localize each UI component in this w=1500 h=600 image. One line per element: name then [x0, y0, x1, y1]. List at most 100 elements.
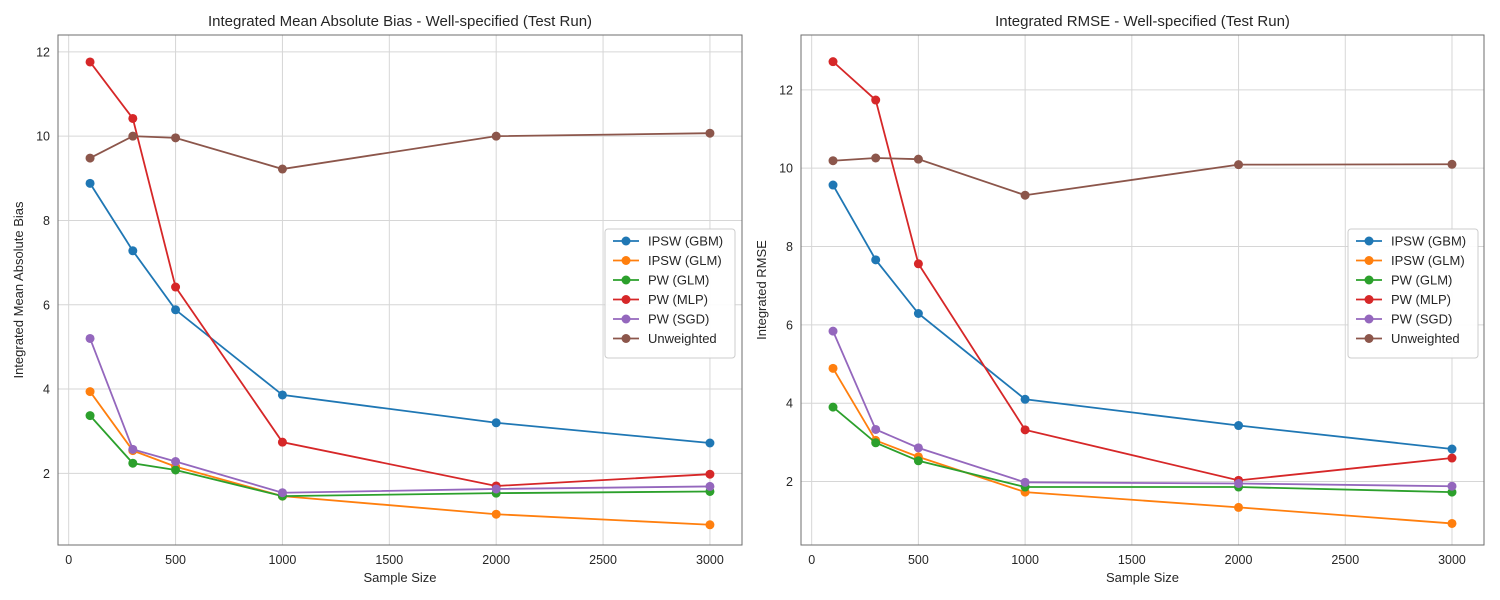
- data-point: [491, 484, 501, 494]
- legend-label: PW (GLM): [648, 273, 709, 288]
- series-line: [89, 61, 710, 487]
- data-point: [1447, 453, 1457, 463]
- y-tick-label: 2: [786, 475, 793, 489]
- data-point: [1234, 479, 1244, 489]
- data-point: [277, 390, 287, 400]
- data-point: [171, 465, 181, 475]
- data-point: [491, 418, 501, 428]
- legend-swatch-marker: [621, 334, 631, 343]
- data-point: [913, 456, 923, 466]
- data-point: [1447, 159, 1457, 169]
- legend-label: IPSW (GLM): [648, 253, 722, 268]
- data-point: [913, 309, 923, 319]
- data-point: [277, 437, 287, 447]
- series-line: [89, 132, 710, 170]
- data-point: [128, 458, 138, 468]
- data-point: [128, 113, 138, 123]
- legend-swatch-marker: [1364, 314, 1374, 324]
- legend-swatch-marker: [621, 295, 631, 304]
- chart-title: Integrated Mean Absolute Bias - Well-spe…: [208, 13, 592, 30]
- x-tick-label: 2000: [482, 553, 510, 567]
- x-tick-label: 3000: [1438, 553, 1466, 567]
- chart-panel-2: 0 500 1000 1500 2000 2500 3000 2 4 6 8 10 12 Integrat…: [754, 13, 1485, 585]
- data-point: [705, 128, 715, 138]
- data-point: [1447, 444, 1457, 454]
- data-point: [828, 156, 838, 166]
- data-point: [128, 246, 138, 256]
- y-tick-label: 2: [43, 467, 50, 481]
- x-tick-label: 1000: [1011, 553, 1039, 567]
- x-tick-label: 0: [65, 553, 72, 567]
- data-point: [705, 438, 715, 448]
- legend-label: IPSW (GBM): [648, 234, 723, 249]
- legend-label: Unweighted: [648, 331, 717, 346]
- y-tick-label: 10: [36, 130, 50, 144]
- data-point: [1447, 518, 1457, 528]
- series-line: [832, 406, 1453, 494]
- series-line: [832, 330, 1452, 488]
- data-point: [1234, 421, 1244, 431]
- series-line: [832, 367, 1453, 525]
- x-axis-label: Sample Size: [1106, 570, 1179, 585]
- y-tick-label: 8: [786, 240, 793, 254]
- legend-label: IPSW (GBM): [1391, 234, 1466, 249]
- plot-area-frame: [800, 34, 1485, 546]
- series-line: [832, 60, 1453, 482]
- data-point: [171, 305, 181, 315]
- legend-label: PW (SGD): [1391, 312, 1452, 327]
- data-point: [128, 444, 138, 454]
- x-tick-label: 2500: [1331, 553, 1359, 567]
- y-tick-label: 4: [43, 383, 50, 397]
- y-tick-label: 6: [786, 318, 793, 332]
- x-tick-label: 1000: [269, 553, 297, 567]
- x-tick-label: 500: [165, 553, 186, 567]
- data-point: [705, 469, 715, 479]
- x-tick-label: 3000: [696, 553, 724, 567]
- data-point: [828, 180, 838, 190]
- data-point: [171, 457, 181, 467]
- data-point: [85, 153, 95, 163]
- series-line: [832, 157, 1452, 197]
- data-point: [705, 520, 715, 530]
- legend-swatch-marker: [621, 314, 631, 324]
- data-point: [913, 443, 923, 453]
- data-point: [913, 154, 923, 164]
- series-line: [89, 182, 711, 444]
- y-axis-label: Integrated RMSE: [754, 240, 769, 340]
- legend-swatch-marker: [1364, 295, 1374, 304]
- x-tick-label: 1500: [1118, 553, 1146, 567]
- data-point: [828, 363, 838, 373]
- data-point: [277, 164, 287, 174]
- data-point: [85, 333, 95, 343]
- data-point: [491, 131, 501, 141]
- x-tick-label: 0: [808, 553, 815, 567]
- y-tick-label: 10: [779, 162, 793, 176]
- x-tick-label: 2500: [589, 553, 617, 567]
- data-point: [1447, 481, 1457, 491]
- y-tick-label: 4: [786, 397, 793, 411]
- chart-title: Integrated RMSE - Well-specified (Test R…: [995, 13, 1290, 30]
- x-tick-label: 500: [908, 553, 929, 567]
- y-tick-label: 12: [36, 45, 50, 59]
- data-point: [85, 387, 95, 397]
- data-point: [1234, 160, 1244, 170]
- legend-swatch-marker: [1364, 256, 1374, 265]
- data-point: [277, 488, 287, 498]
- x-tick-label: 2000: [1225, 553, 1253, 567]
- legend-label: PW (SGD): [648, 312, 709, 327]
- data-point: [491, 509, 501, 519]
- data-point: [85, 411, 95, 421]
- legend-swatch-marker: [621, 236, 631, 246]
- x-tick-label: 1500: [375, 553, 403, 567]
- y-tick-label: 12: [779, 83, 793, 97]
- series-line: [832, 184, 1453, 450]
- y-tick-label: 6: [43, 298, 50, 312]
- legend-label: PW (MLP): [648, 292, 708, 307]
- data-point: [871, 424, 881, 434]
- data-point: [1020, 190, 1030, 200]
- legend-label: IPSW (GLM): [1391, 253, 1465, 268]
- data-point: [871, 438, 881, 448]
- series-line: [89, 338, 710, 494]
- data-point: [1020, 477, 1030, 487]
